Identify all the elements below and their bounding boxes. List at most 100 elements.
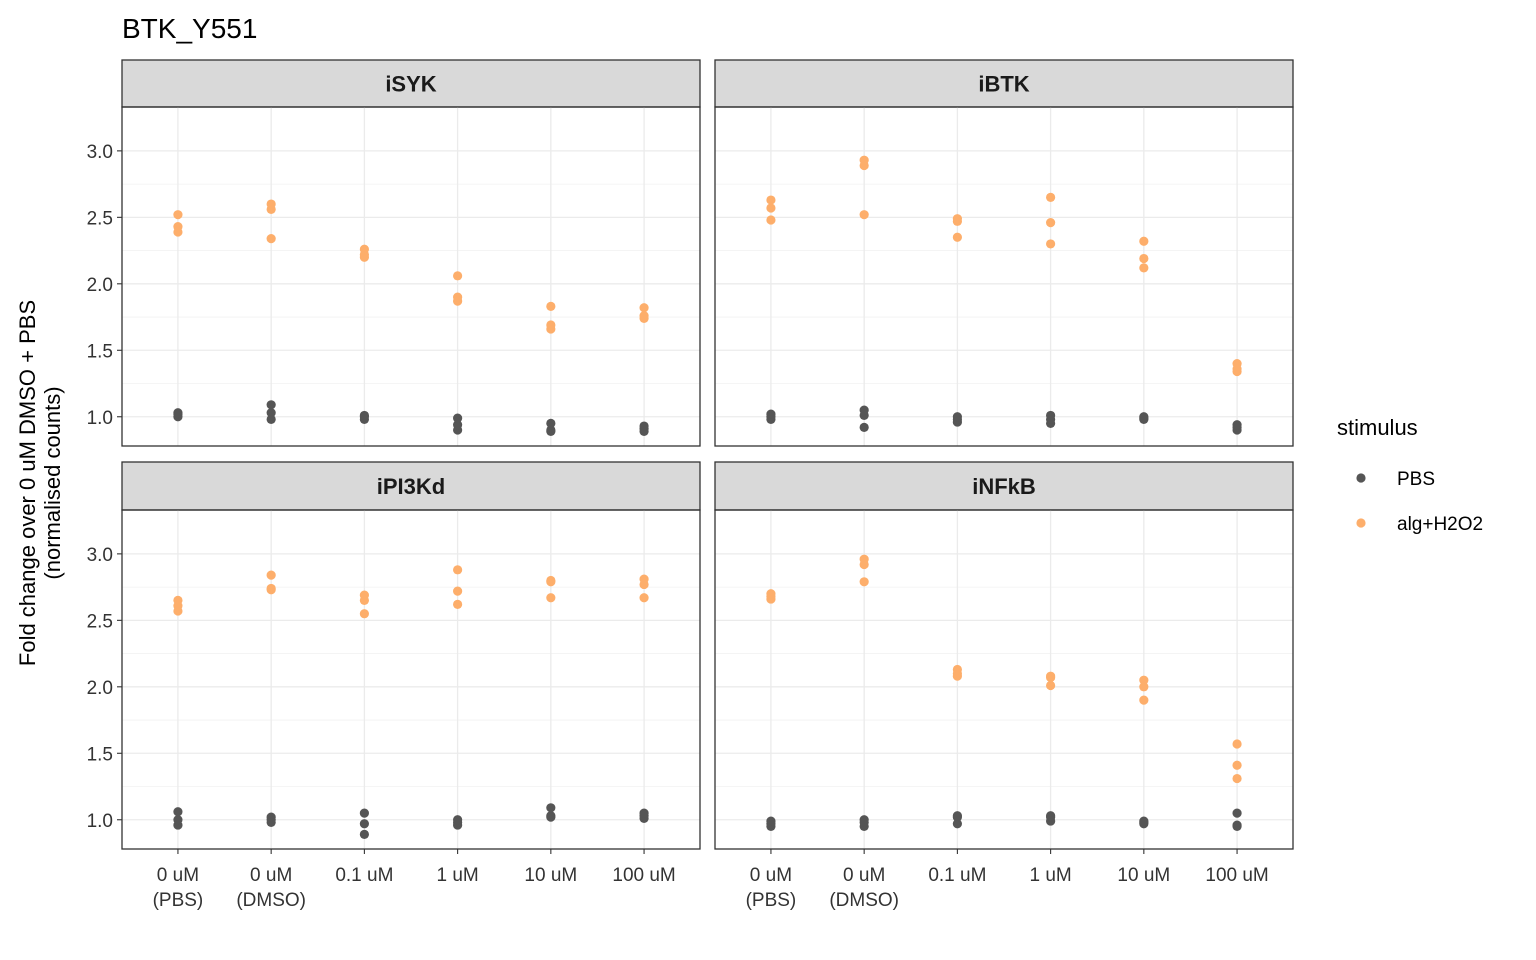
series-alg+H2O2 — [766, 155, 1242, 377]
x-tick-label: 0.1 uM — [335, 865, 393, 886]
data-point — [359, 244, 369, 254]
data-point — [1139, 816, 1149, 826]
data-point — [639, 303, 649, 313]
x-tick-label-line: 10 uM — [1117, 865, 1170, 886]
x-tick-label: 0 uM (DMSO) — [236, 865, 306, 911]
data-point — [359, 829, 369, 839]
data-point — [1139, 675, 1149, 685]
data-point — [546, 593, 556, 603]
data-point — [1139, 412, 1149, 422]
data-point — [639, 808, 649, 818]
x-tick-label-line: 0.1 uM — [928, 865, 986, 886]
x-tick-label-line: 0 uM — [843, 865, 885, 886]
data-point — [453, 413, 463, 423]
data-point — [1232, 760, 1242, 770]
data-point — [859, 210, 869, 220]
data-point — [1046, 218, 1056, 228]
data-point — [859, 422, 869, 432]
data-point — [639, 311, 649, 321]
panel-border — [121, 106, 701, 447]
series-alg+H2O2 — [173, 565, 649, 619]
data-point — [453, 565, 463, 575]
data-point — [766, 816, 776, 826]
x-tick-label-line: 100 uM — [1205, 865, 1268, 886]
x-tick-label: 1 uM — [1029, 865, 1071, 886]
y-tick-label: 1.5 — [87, 341, 113, 362]
data-point — [453, 420, 463, 430]
panel-strip-background — [121, 59, 701, 108]
data-point — [359, 808, 369, 818]
x-tick-label-line: 0 uM — [250, 865, 292, 886]
panel-iNFkB: iNFkB 0 uM (PBS) 0 uM (DMSO) 0.1 uM 1 uM 10 uM 1… — [714, 461, 1294, 911]
y-tick-label: 2.5 — [87, 208, 113, 229]
data-point — [952, 811, 962, 821]
panel-strip-background — [714, 461, 1294, 511]
data-point — [359, 819, 369, 829]
x-tick-label: 10 uM — [524, 865, 577, 886]
data-point — [766, 589, 776, 599]
data-point — [1046, 239, 1056, 249]
data-point — [546, 320, 556, 330]
data-point — [1139, 695, 1149, 705]
data-point — [266, 570, 276, 580]
x-tick-label: 0 uM (DMSO) — [829, 865, 899, 911]
x-tick-label-line: 0.1 uM — [335, 865, 393, 886]
series-PBS — [173, 803, 649, 839]
x-tick-label: 1 uM — [436, 865, 478, 886]
data-point — [952, 664, 962, 675]
data-point — [952, 232, 962, 242]
data-point — [859, 577, 869, 587]
x-tick-label-line: (PBS) — [153, 890, 204, 911]
data-point — [453, 815, 463, 825]
data-point — [453, 599, 463, 609]
y-tick-label: 2.5 — [87, 611, 113, 632]
y-tick-label: 2.0 — [87, 275, 113, 296]
data-point — [1232, 358, 1242, 369]
x-tick-label: 100 uM — [1205, 865, 1268, 886]
data-point — [173, 210, 183, 220]
x-tick-label-line: 0 uM — [750, 865, 792, 886]
legend-label: alg+H2O2 — [1397, 514, 1483, 535]
data-point — [266, 408, 276, 418]
data-point — [639, 593, 649, 603]
data-point — [639, 574, 649, 584]
legend-key — [1356, 518, 1366, 528]
data-point — [859, 815, 869, 825]
data-point — [766, 409, 776, 419]
panel-strip-label: iPI3Kd — [377, 474, 445, 499]
legend-key — [1356, 473, 1366, 483]
data-point — [1139, 263, 1149, 273]
x-tick-label-line: 100 uM — [612, 865, 675, 886]
data-point — [266, 199, 276, 209]
facet-panels: iSYK 1.0 1.5 2.0 2.5 3.0 iBTK iPI3Kd 1.0 1.5 2.0 2.… — [87, 59, 1294, 911]
data-point — [766, 195, 776, 205]
data-point — [546, 803, 556, 813]
legend-title: stimulus — [1337, 415, 1418, 440]
x-tick-label: 10 uM — [1117, 865, 1170, 886]
legend-entries: PBS alg+H2O2 — [1356, 469, 1483, 535]
data-point — [546, 418, 556, 428]
data-point — [546, 425, 556, 435]
data-point — [1232, 739, 1242, 749]
data-point — [453, 292, 463, 302]
data-point — [639, 421, 649, 431]
data-point — [1232, 773, 1242, 784]
data-point — [173, 807, 183, 817]
data-point — [546, 811, 556, 821]
y-axis-title-line1: Fold change over 0 uM DMSO + PBS — [15, 300, 40, 666]
data-point — [1139, 682, 1149, 692]
data-point — [1232, 420, 1242, 430]
data-point — [546, 301, 556, 312]
series-PBS — [766, 808, 1242, 832]
data-point — [359, 410, 369, 421]
y-tick-label: 3.0 — [87, 142, 113, 163]
data-point — [766, 203, 776, 213]
data-point — [1046, 811, 1056, 821]
panel-strip-background — [714, 59, 1294, 108]
data-point — [1232, 808, 1242, 818]
y-tick-label: 2.0 — [87, 678, 113, 699]
series-alg+H2O2 — [173, 199, 649, 334]
data-point — [359, 609, 369, 619]
x-tick-label: 0.1 uM — [928, 865, 986, 886]
y-tick-label: 3.0 — [87, 545, 113, 566]
